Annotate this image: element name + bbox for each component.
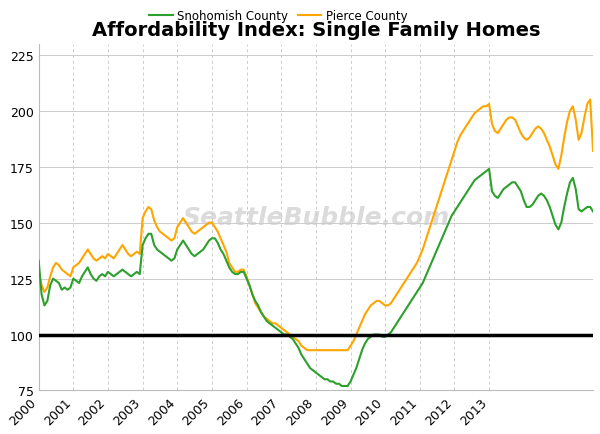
Pierce County: [35, 270, 42, 275]
Text: SeattleBubble.com: SeattleBubble.com: [182, 206, 449, 230]
Title: Affordability Index: Single Family Homes: Affordability Index: Single Family Homes: [92, 21, 540, 40]
Snohomish County: [454, 205, 461, 210]
Pierce County: [165, 236, 172, 241]
Pierce County: [257, 310, 265, 315]
Pierce County: [237, 267, 244, 273]
Snohomish County: [165, 256, 172, 261]
Pierce County: [382, 303, 389, 308]
Snohomish County: [589, 209, 596, 214]
Snohomish County: [451, 209, 458, 214]
Snohomish County: [237, 270, 244, 275]
Snohomish County: [35, 259, 42, 264]
Pierce County: [587, 98, 594, 103]
Legend: Snohomish County, Pierce County: Snohomish County, Pierce County: [145, 5, 413, 28]
Snohomish County: [338, 384, 346, 389]
Pierce County: [451, 149, 458, 154]
Snohomish County: [485, 167, 493, 172]
Snohomish County: [382, 334, 389, 339]
Pierce County: [454, 140, 461, 145]
Snohomish County: [257, 310, 265, 315]
Pierce County: [589, 149, 596, 154]
Line: Pierce County: Pierce County: [38, 100, 593, 350]
Pierce County: [304, 348, 311, 353]
Line: Snohomish County: Snohomish County: [38, 170, 593, 386]
